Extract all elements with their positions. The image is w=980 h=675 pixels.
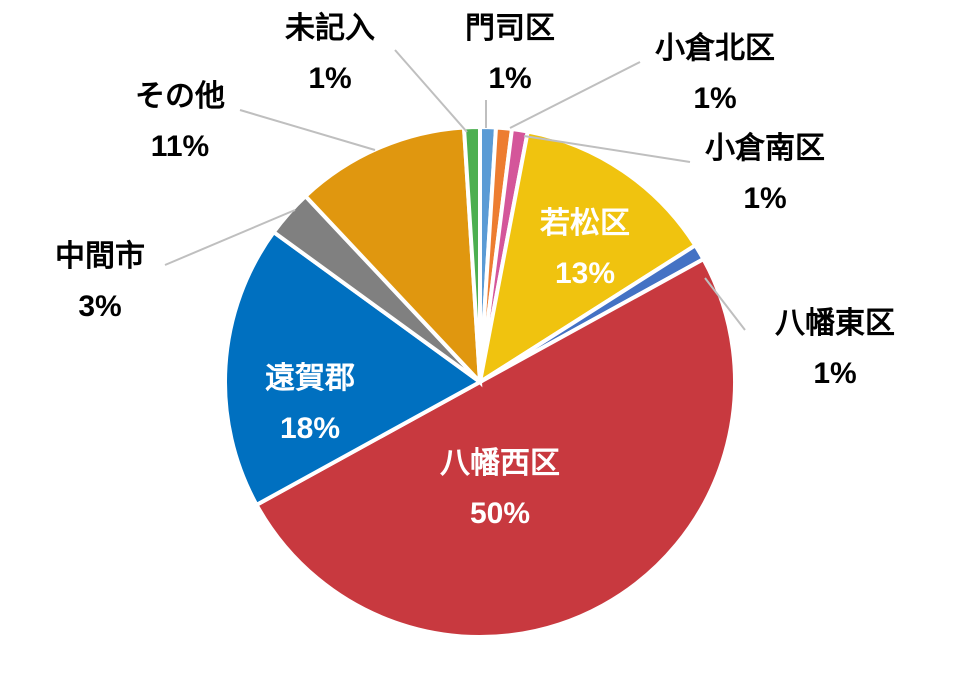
slice-value-label: 13% — [555, 257, 615, 290]
pie-slice — [302, 125, 483, 388]
slice-value-label: 1% — [743, 182, 786, 215]
slice-value-label: 1% — [308, 62, 351, 95]
leader-line — [164, 209, 296, 266]
slice-value-label: 1% — [693, 82, 736, 115]
slice-label: 門司区 — [465, 12, 555, 45]
slice-value-label: 11% — [151, 130, 209, 163]
slice-label: 八幡西区 — [440, 447, 560, 480]
leader-line — [509, 61, 641, 129]
pie-slice — [477, 129, 699, 387]
leader-line — [523, 135, 691, 163]
slice-label: 未記入 — [285, 11, 375, 45]
slice-value-label: 50% — [470, 497, 530, 530]
slice-label: 中間市 — [55, 239, 145, 273]
slice-label: 小倉南区 — [705, 131, 825, 165]
slice-label: 小倉北区 — [655, 31, 775, 65]
slice-value-label: 3% — [78, 290, 121, 323]
slice-label: 遠賀郡 — [265, 362, 355, 395]
slice-label: 八幡東区 — [775, 307, 895, 340]
leader-line — [394, 49, 468, 133]
slice-value-label: 18% — [280, 412, 340, 445]
pie-slice — [223, 229, 484, 508]
leader-line — [239, 109, 376, 151]
slice-value-label: 1% — [488, 62, 531, 95]
slice-label: 若松区 — [540, 207, 630, 240]
slice-label: その他 — [135, 80, 225, 113]
pie-slice — [253, 256, 737, 639]
slice-value-label: 1% — [813, 357, 856, 390]
leader-line — [704, 277, 746, 331]
